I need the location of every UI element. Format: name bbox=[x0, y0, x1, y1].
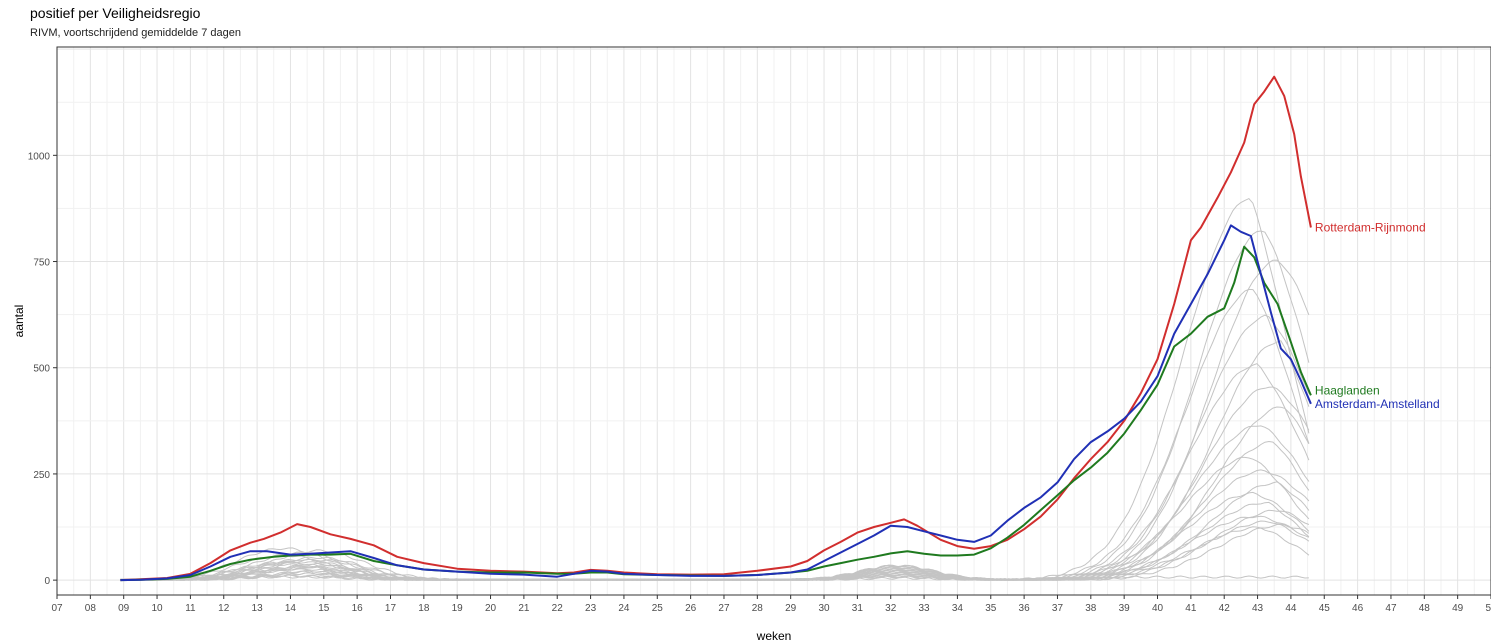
series-labels: Rotterdam-Rijnmond HaaglandenAmsterdam-Am… bbox=[1315, 221, 1440, 411]
x-tick-label: 40 bbox=[1152, 603, 1164, 614]
series-line-haaglanden bbox=[120, 245, 1312, 582]
x-tick-label: 27 bbox=[718, 603, 730, 614]
x-tick-label: 19 bbox=[452, 603, 464, 614]
region-line-gray bbox=[120, 259, 1310, 581]
x-tick-label: 24 bbox=[618, 603, 630, 614]
region-line-gray bbox=[120, 340, 1310, 581]
x-tick-label: 32 bbox=[885, 603, 897, 614]
x-tick-label: 34 bbox=[952, 603, 964, 614]
x-tick-label: 33 bbox=[919, 603, 931, 614]
x-tick-label: 26 bbox=[685, 603, 697, 614]
y-tick-label: 250 bbox=[33, 470, 50, 481]
region-line-gray bbox=[120, 314, 1310, 581]
x-tick-label: 13 bbox=[252, 603, 264, 614]
region-line-gray bbox=[120, 230, 1310, 581]
other-regions-lines bbox=[120, 197, 1310, 581]
x-axis: 07 08 09 10 11 12 13 14 15 16 17 18 19 20 21 22 23 24 25 26… bbox=[51, 595, 1491, 614]
chart-title: positief per Veiligheidsregio bbox=[30, 5, 201, 21]
x-tick-label: 35 bbox=[985, 603, 997, 614]
x-tick-label: 38 bbox=[1085, 603, 1097, 614]
x-tick-label: 41 bbox=[1185, 603, 1197, 614]
x-tick-label: 50 bbox=[1485, 603, 1491, 614]
region-line-gray bbox=[120, 386, 1310, 581]
x-tick-label: 37 bbox=[1052, 603, 1064, 614]
y-axis: 0 250 500 750 1000 bbox=[28, 151, 57, 587]
series-label: Rotterdam-Rijnmond bbox=[1315, 221, 1426, 235]
region-line-gray bbox=[120, 197, 1310, 581]
x-tick-label: 20 bbox=[485, 603, 497, 614]
highlighted-region-lines bbox=[120, 75, 1312, 582]
x-tick-label: 47 bbox=[1385, 603, 1397, 614]
x-tick-label: 23 bbox=[585, 603, 597, 614]
x-tick-label: 45 bbox=[1319, 603, 1331, 614]
x-tick-label: 12 bbox=[218, 603, 230, 614]
x-tick-label: 15 bbox=[318, 603, 330, 614]
plot-frame bbox=[56, 46, 1491, 596]
x-tick-label: 10 bbox=[151, 603, 163, 614]
series-line-amsterdam-amstelland bbox=[120, 224, 1312, 582]
x-tick-label: 28 bbox=[752, 603, 764, 614]
grid-lines bbox=[56, 47, 1491, 595]
x-tick-label: 21 bbox=[518, 603, 530, 614]
x-axis-label: weken bbox=[756, 629, 792, 643]
region-line-gray bbox=[120, 456, 1310, 581]
x-tick-label: 36 bbox=[1019, 603, 1031, 614]
x-tick-label: 46 bbox=[1352, 603, 1364, 614]
y-tick-label: 0 bbox=[44, 576, 50, 587]
x-tick-label: 07 bbox=[51, 603, 63, 614]
region-line-gray bbox=[120, 363, 1310, 581]
x-tick-label: 44 bbox=[1285, 603, 1297, 614]
series-label: Haaglanden bbox=[1315, 383, 1380, 397]
x-tick-label: 16 bbox=[352, 603, 364, 614]
region-line-gray bbox=[120, 288, 1310, 581]
x-tick-label: 29 bbox=[785, 603, 797, 614]
x-tick-label: 18 bbox=[418, 603, 430, 614]
y-tick-label: 500 bbox=[33, 364, 50, 375]
x-tick-label: 48 bbox=[1419, 603, 1431, 614]
y-tick-label: 750 bbox=[33, 258, 50, 269]
x-tick-label: 11 bbox=[185, 603, 196, 614]
region-line-gray bbox=[120, 575, 1309, 581]
x-tick-label: 30 bbox=[818, 603, 830, 614]
x-tick-label: 43 bbox=[1252, 603, 1264, 614]
y-tick-label: 1000 bbox=[28, 151, 51, 162]
series-line-rotterdam-rijnmond bbox=[120, 75, 1312, 582]
x-tick-label: 08 bbox=[85, 603, 97, 614]
x-tick-label: 49 bbox=[1452, 603, 1464, 614]
x-tick-label: 22 bbox=[552, 603, 564, 614]
series-label: Amsterdam-Amstelland bbox=[1315, 397, 1440, 411]
y-axis-label: aantal bbox=[12, 305, 26, 338]
x-tick-label: 42 bbox=[1219, 603, 1231, 614]
chart-subtitle: RIVM, voortschrijdend gemiddelde 7 dagen bbox=[30, 27, 241, 39]
x-tick-label: 39 bbox=[1119, 603, 1131, 614]
x-tick-label: 31 bbox=[852, 603, 864, 614]
x-tick-label: 14 bbox=[285, 603, 297, 614]
x-tick-label: 17 bbox=[385, 603, 397, 614]
x-tick-label: 09 bbox=[118, 603, 130, 614]
x-tick-label: 25 bbox=[652, 603, 664, 614]
